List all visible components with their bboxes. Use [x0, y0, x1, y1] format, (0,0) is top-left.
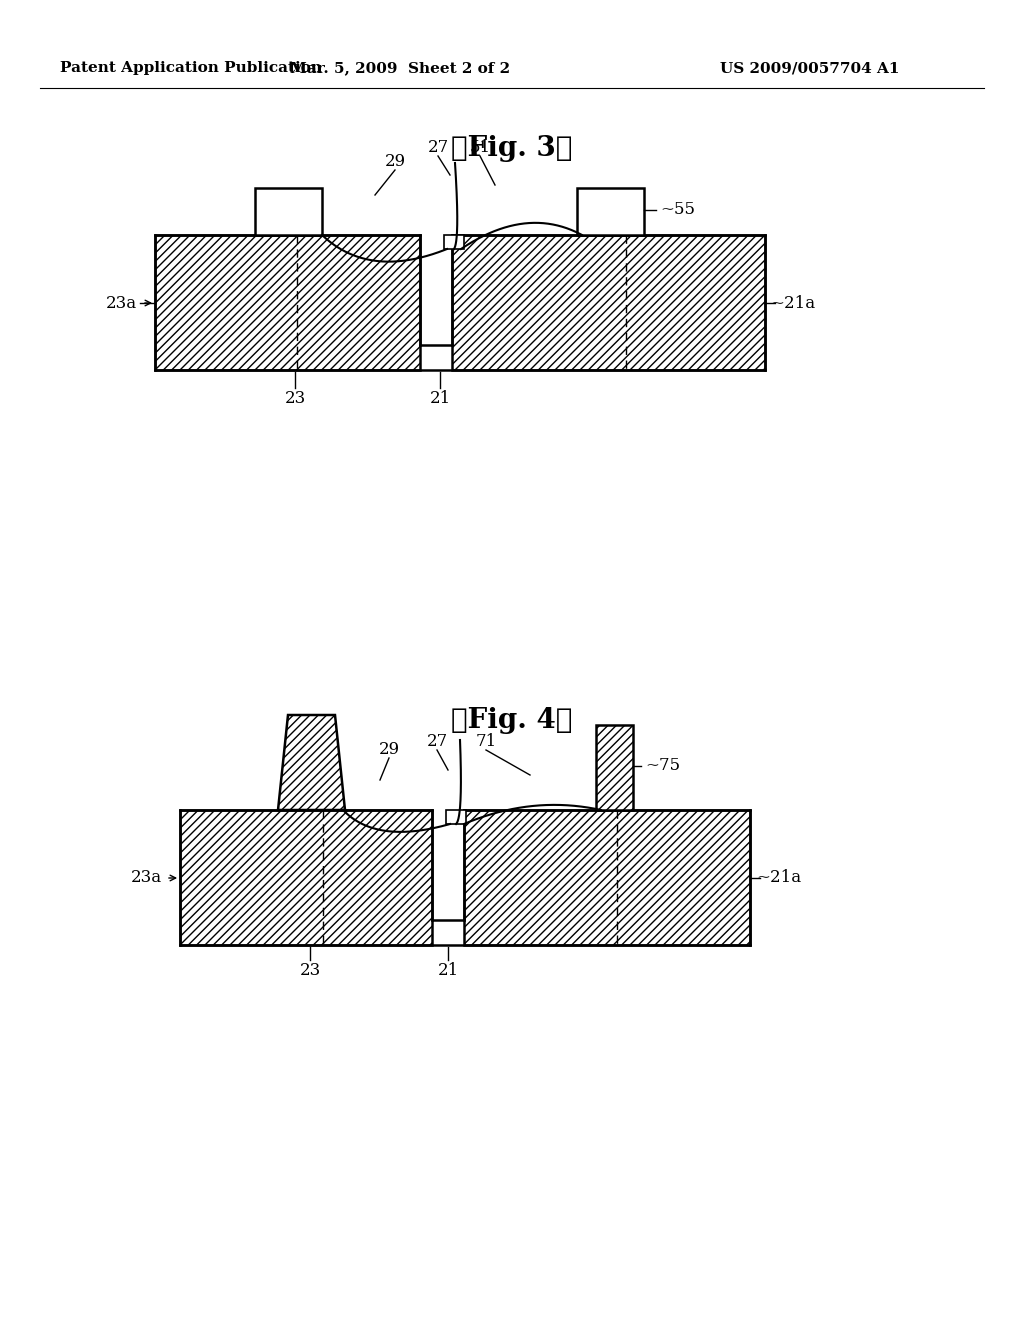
Text: 23a: 23a [105, 294, 137, 312]
Text: 29: 29 [379, 742, 399, 759]
Text: 【Fig. 4】: 【Fig. 4】 [452, 706, 572, 734]
Text: 27: 27 [427, 140, 449, 157]
Text: 23: 23 [285, 389, 305, 407]
Text: ~21a: ~21a [756, 870, 801, 887]
Text: 29: 29 [384, 153, 406, 170]
Text: 【Fig. 3】: 【Fig. 3】 [452, 135, 572, 161]
Text: 27: 27 [426, 734, 447, 751]
Text: ~75: ~75 [645, 758, 680, 775]
Text: 51: 51 [469, 140, 490, 157]
Text: Patent Application Publication: Patent Application Publication [60, 61, 322, 75]
Bar [464, 810, 750, 945]
Text: 21: 21 [437, 962, 459, 979]
Text: Mar. 5, 2009  Sheet 2 of 2: Mar. 5, 2009 Sheet 2 of 2 [290, 61, 510, 75]
Bar [577, 187, 644, 235]
Bar [155, 235, 420, 370]
Bar [444, 235, 464, 249]
Text: US 2009/0057704 A1: US 2009/0057704 A1 [720, 61, 899, 75]
Bar [180, 810, 432, 945]
Text: 23a: 23a [131, 870, 162, 887]
Bar [446, 810, 466, 824]
Text: ~21a: ~21a [770, 294, 815, 312]
Text: 71: 71 [475, 734, 497, 751]
Bar [452, 235, 765, 370]
Polygon shape [596, 725, 633, 810]
Text: 23: 23 [299, 962, 321, 979]
Text: ~55: ~55 [660, 202, 695, 219]
Polygon shape [278, 715, 345, 810]
Bar [255, 187, 322, 235]
Text: 21: 21 [429, 389, 451, 407]
